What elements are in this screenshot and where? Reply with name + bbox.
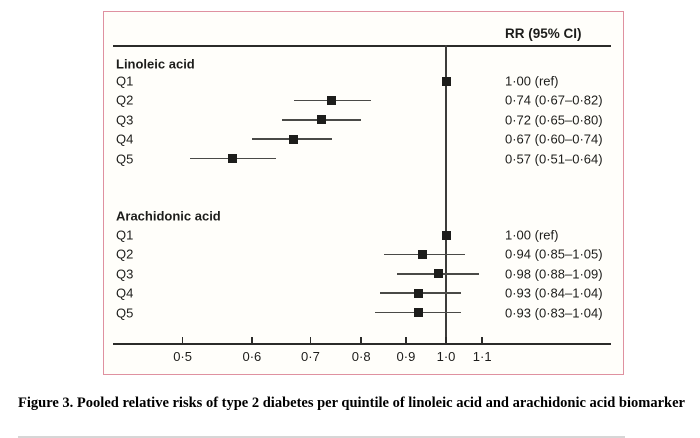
rr-value: 0·72 (0·65–0·80) — [505, 112, 603, 128]
x-axis-tick-label: 1·1 — [472, 349, 492, 364]
x-axis-tick — [481, 337, 483, 343]
figure-caption: Figure 3. Pooled relative risks of type … — [18, 395, 685, 411]
x-axis-line — [113, 343, 611, 345]
x-axis-tick-label: 0·5 — [173, 349, 192, 364]
rr-value: 1·00 (ref) — [505, 227, 559, 243]
quintile-label: Q4 — [116, 131, 134, 147]
x-axis-tick-label: 1·0 — [436, 349, 456, 364]
x-axis-tick-label: 0·6 — [242, 349, 262, 364]
reference-line — [445, 45, 447, 344]
quintile-label: Q1 — [116, 227, 134, 243]
rr-marker — [227, 154, 237, 164]
quintile-label: Q5 — [116, 151, 134, 167]
rr-marker — [316, 115, 326, 125]
x-axis-tick-label: 0·8 — [351, 349, 371, 364]
rr-marker — [413, 288, 423, 298]
x-axis-tick — [181, 337, 184, 343]
rr-value: 0·93 (0·83–1·04) — [505, 305, 603, 321]
rr-marker — [433, 269, 443, 279]
quintile-label: Q1 — [116, 73, 134, 89]
group-label: Arachidonic acid — [116, 208, 221, 224]
rr-marker — [441, 76, 451, 86]
rr-marker — [413, 308, 423, 318]
quintile-label: Q3 — [116, 266, 134, 282]
rr-value: 0·94 (0·85–1·05) — [505, 246, 603, 262]
rr-value: 0·67 (0·60–0·74) — [505, 131, 603, 147]
x-axis-tick — [251, 337, 253, 343]
quintile-label: Q4 — [116, 285, 134, 301]
rr-marker — [289, 134, 299, 144]
quintile-label: Q2 — [116, 92, 134, 108]
rr-value: 1·00 (ref) — [505, 73, 559, 89]
rr-value: 0·98 (0·88–1·09) — [505, 266, 603, 282]
rr-value: 0·74 (0·67–0·82) — [505, 92, 603, 108]
quintile-label: Q5 — [116, 305, 134, 321]
header-rule — [113, 45, 611, 47]
forest-plot: RR (95% CI) 0·5 0·6 0·7 0·8 0·9 1·0 1·1 Linole… — [103, 11, 624, 375]
x-axis-tick — [405, 337, 407, 343]
group-label: Linoleic acid — [116, 56, 195, 72]
bottom-rule — [18, 436, 625, 438]
rr-marker — [441, 230, 451, 240]
x-axis-tick — [445, 337, 447, 343]
rr-column-header: RR (95% CI) — [505, 26, 582, 41]
rr-marker — [417, 249, 427, 259]
rr-value: 0·93 (0·84–1·04) — [505, 285, 603, 301]
rr-marker — [327, 95, 337, 105]
rr-value: 0·57 (0·51–0·64) — [505, 151, 603, 167]
quintile-label: Q2 — [116, 246, 134, 262]
quintile-label: Q3 — [116, 112, 134, 128]
x-axis-tick-label: 0·7 — [301, 349, 320, 364]
x-axis-tick — [360, 337, 362, 343]
x-axis-tick-label: 0·9 — [396, 349, 416, 364]
x-axis-tick — [309, 337, 312, 343]
